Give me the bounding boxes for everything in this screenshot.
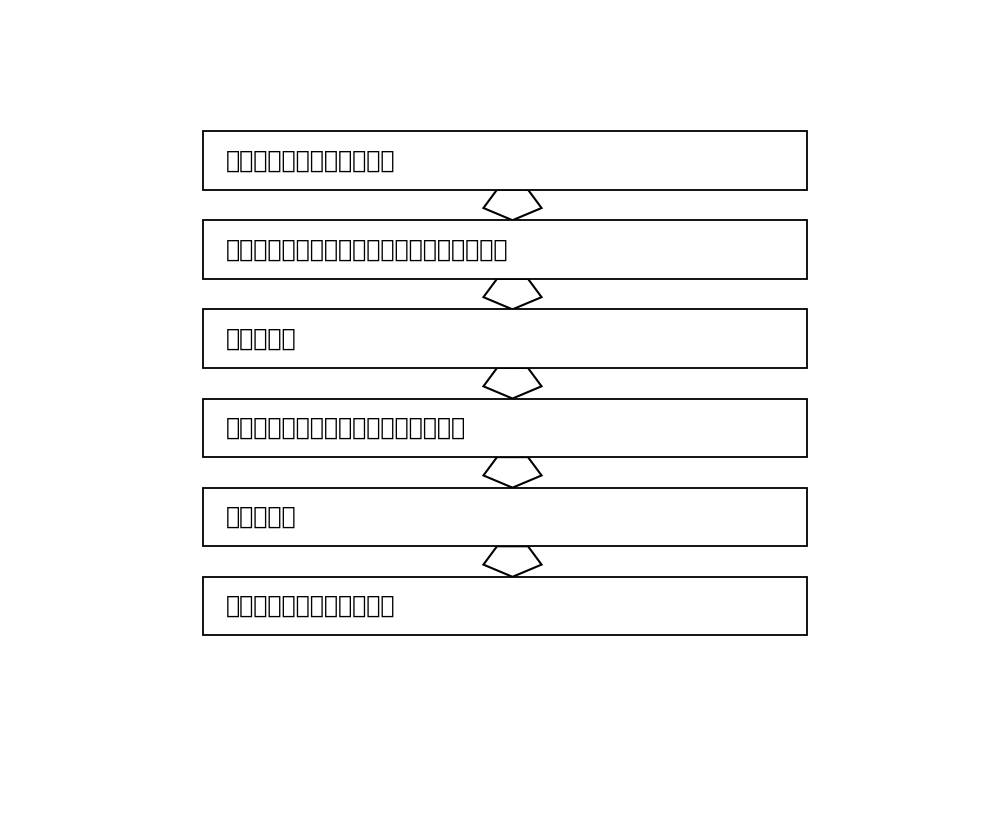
Text: 旋涂紫外纳米压印用抗蚀剂: 旋涂紫外纳米压印用抗蚀剂 bbox=[226, 148, 395, 172]
Bar bbox=[202, 399, 807, 457]
Bar bbox=[202, 309, 807, 368]
Polygon shape bbox=[483, 457, 542, 488]
Text: 去除抗蚀剂: 去除抗蚀剂 bbox=[226, 505, 296, 529]
Polygon shape bbox=[483, 368, 542, 399]
Text: 去除残留层: 去除残留层 bbox=[226, 327, 296, 351]
Text: 清洗图形化后的蓝宝石衬底: 清洗图形化后的蓝宝石衬底 bbox=[226, 594, 395, 618]
Polygon shape bbox=[483, 547, 542, 577]
Polygon shape bbox=[483, 189, 542, 220]
Text: 抗蚀剂上的特征图形转移到蓝宝石衬底: 抗蚀剂上的特征图形转移到蓝宝石衬底 bbox=[226, 416, 466, 440]
Bar bbox=[202, 488, 807, 547]
Bar bbox=[202, 577, 807, 635]
Text: 采用本发明纳米压印装置对抗蚀剂进行图形化: 采用本发明纳米压印装置对抗蚀剂进行图形化 bbox=[226, 237, 508, 261]
Bar bbox=[202, 220, 807, 279]
Polygon shape bbox=[483, 279, 542, 309]
Bar bbox=[202, 131, 807, 189]
